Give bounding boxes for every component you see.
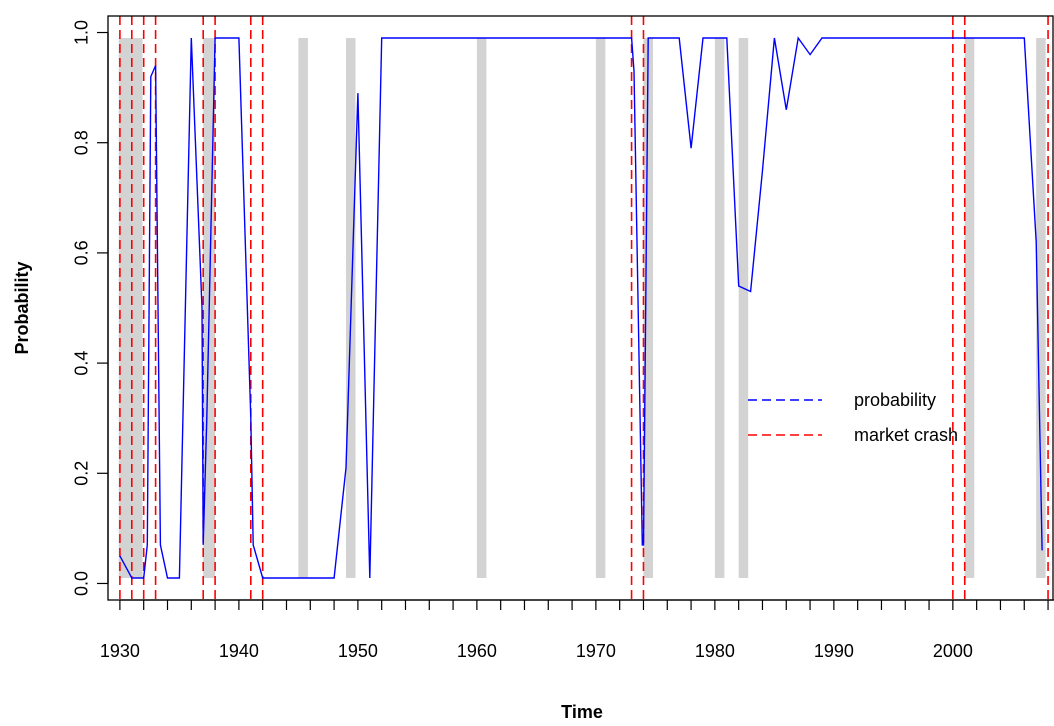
x-tick-label: 1950 bbox=[338, 641, 378, 661]
x-tick-label: 1940 bbox=[219, 641, 259, 661]
y-tick-label: 1.0 bbox=[71, 20, 91, 45]
y-axis: 0.0 0.2 0.4 0.6 0.8 1.0 bbox=[71, 20, 109, 596]
shaded-period bbox=[1036, 38, 1046, 578]
x-axis: 1930 1940 1950 1960 1970 1980 1990 2000 bbox=[100, 599, 1054, 661]
shaded-period bbox=[298, 38, 308, 578]
probability-series bbox=[119, 36, 1043, 579]
legend-label-probability: probability bbox=[854, 390, 936, 410]
y-axis-title: Probability bbox=[12, 261, 32, 354]
x-tick-label: 1960 bbox=[457, 641, 497, 661]
shaded-period bbox=[118, 38, 143, 578]
shaded-period bbox=[643, 38, 653, 578]
legend: probability market crash bbox=[748, 390, 958, 445]
market-crash-lines bbox=[119, 16, 1049, 600]
y-tick-label: 0.0 bbox=[71, 571, 91, 596]
shaded-period bbox=[738, 38, 749, 578]
shaded-period bbox=[595, 38, 606, 578]
y-tick-label: 0.6 bbox=[71, 240, 91, 265]
shaded-period bbox=[714, 38, 725, 578]
legend-label-market-crash: market crash bbox=[854, 425, 958, 445]
x-tick-label: 1990 bbox=[814, 641, 854, 661]
probability-line bbox=[119, 36, 1043, 579]
y-tick-label: 0.8 bbox=[71, 130, 91, 155]
y-tick-label: 0.4 bbox=[71, 351, 91, 376]
plot-area-frame bbox=[107, 15, 1054, 601]
x-tick-label: 2000 bbox=[933, 641, 973, 661]
y-tick-label: 0.2 bbox=[71, 461, 91, 486]
shaded-period bbox=[476, 38, 487, 578]
x-axis-title: Time bbox=[561, 702, 603, 722]
shaded-period bbox=[964, 38, 975, 578]
x-tick-label: 1980 bbox=[695, 641, 735, 661]
x-tick-label: 1970 bbox=[576, 641, 616, 661]
recession-shading bbox=[118, 38, 1046, 578]
x-tick-label: 1930 bbox=[100, 641, 140, 661]
